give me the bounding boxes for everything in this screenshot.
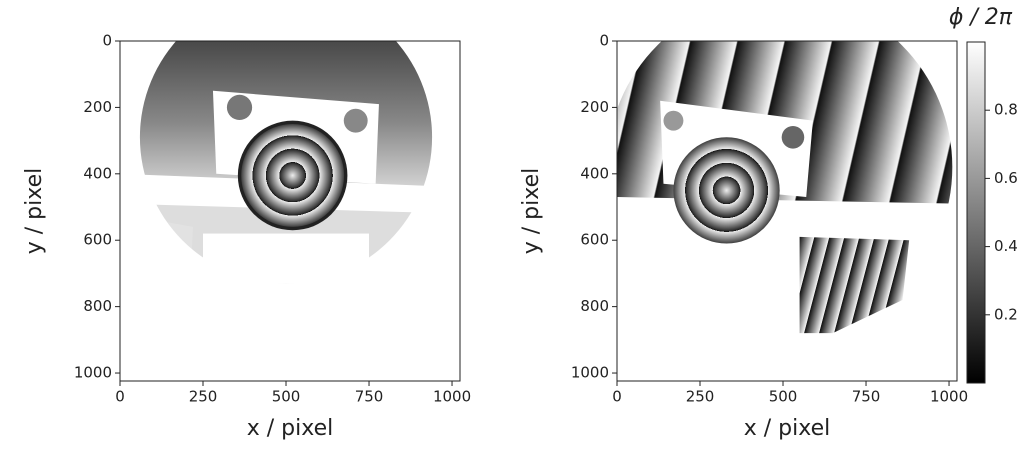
- x-tick-label: 500: [769, 388, 798, 406]
- colorbar-tick-label: 0.2: [994, 305, 1018, 323]
- x-tick-label: 750: [852, 388, 881, 406]
- x-tick-label: 1000: [930, 388, 968, 406]
- x-tick-label: 250: [189, 388, 218, 406]
- colorbar-tick-label: 0.6: [994, 169, 1018, 187]
- x-tick-label: 1000: [433, 388, 471, 406]
- y-tick-label: 800: [580, 297, 609, 315]
- x-tick-label: 0: [115, 388, 125, 406]
- y-tick-label: 400: [580, 164, 609, 182]
- x-tick-label: 500: [272, 388, 301, 406]
- colorbar: [967, 42, 985, 383]
- x-axis-label: x / pixel: [744, 416, 831, 441]
- x-tick-label: 250: [686, 388, 715, 406]
- y-tick-label: 200: [580, 98, 609, 116]
- y-tick-label: 600: [580, 231, 609, 249]
- colorbar-tick-label: 0.8: [994, 101, 1018, 119]
- y-tick-label: 400: [83, 164, 112, 182]
- phase-image: [607, 0, 957, 381]
- colorbar-label: ϕ / 2π: [949, 5, 1013, 30]
- x-tick-label: 750: [355, 388, 384, 406]
- y-tick-label: 0: [599, 32, 609, 50]
- x-tick-label: 0: [612, 388, 622, 406]
- y-tick-label: 0: [102, 32, 112, 50]
- x-axis-label: x / pixel: [247, 416, 334, 441]
- y-tick-label: 200: [83, 98, 112, 116]
- colorbar-tick-label: 0.4: [994, 237, 1018, 255]
- y-tick-label: 600: [83, 231, 112, 249]
- y-axis-label: y / pixel: [519, 168, 544, 255]
- y-tick-label: 800: [83, 297, 112, 315]
- y-axis-label: y / pixel: [22, 168, 47, 255]
- y-tick-label: 1000: [74, 364, 112, 382]
- y-tick-label: 1000: [571, 364, 609, 382]
- figure: 0250500750100002004006008001000x / pixel…: [0, 0, 1034, 461]
- phase-image: [120, 0, 460, 383]
